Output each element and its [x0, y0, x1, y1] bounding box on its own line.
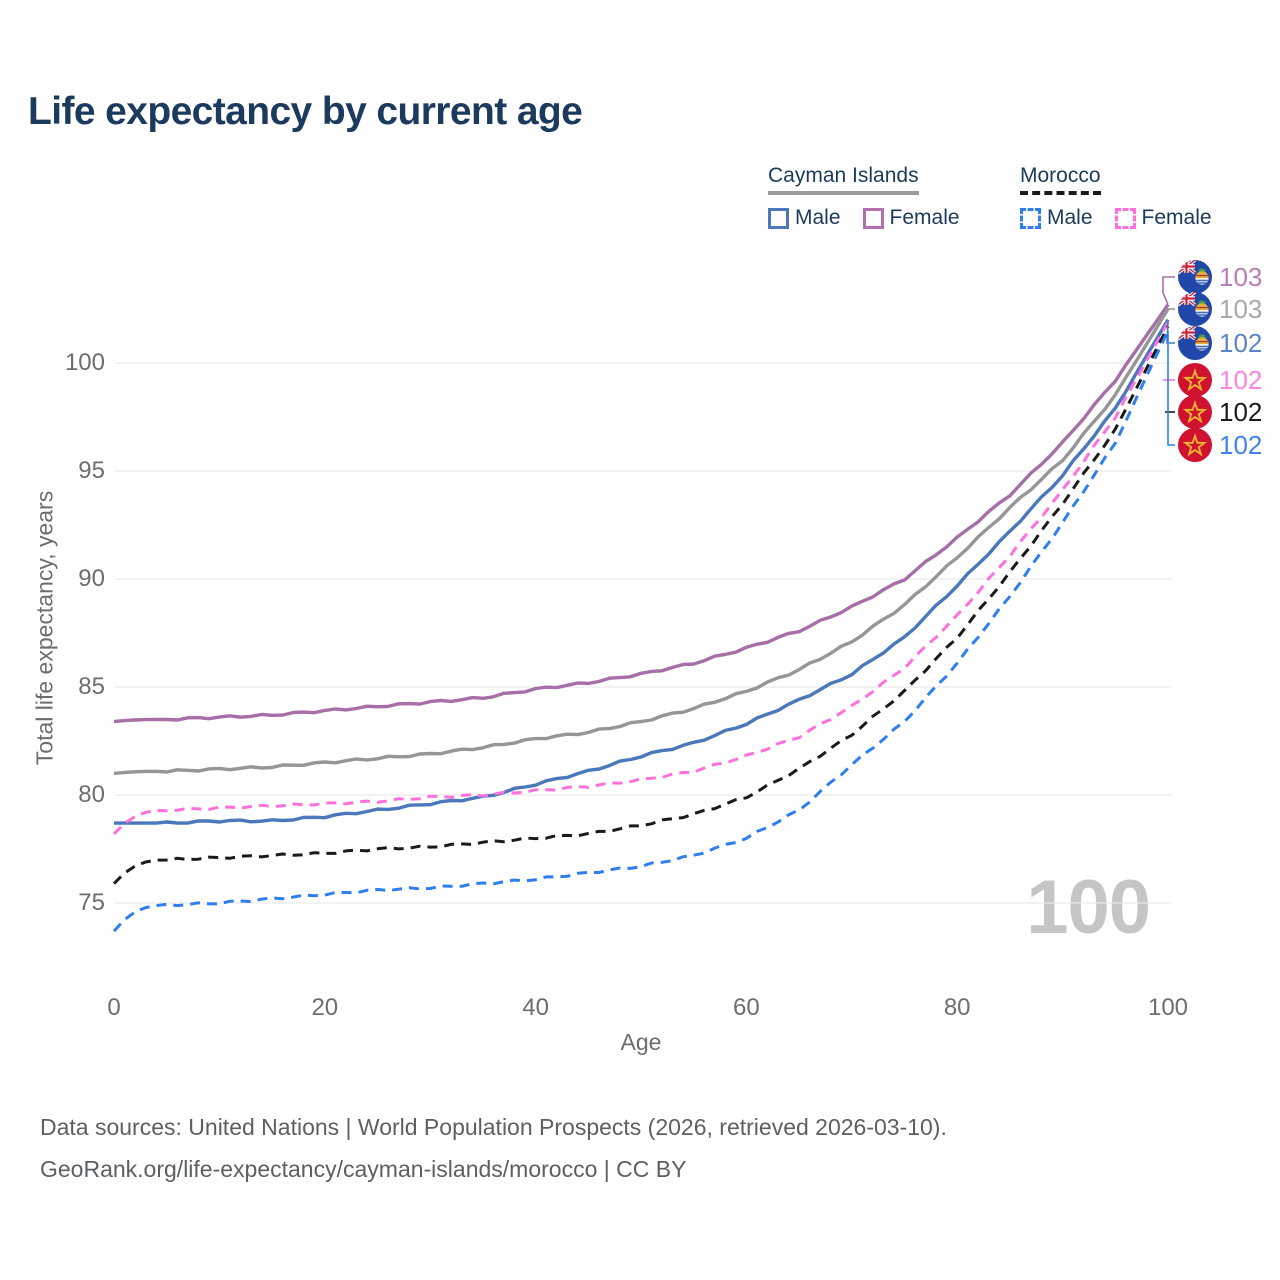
y-tick-90: 90 — [78, 565, 105, 592]
cayman-islands-flag — [1178, 326, 1212, 360]
y-axis-title: Total life expectancy, years — [31, 490, 58, 766]
morocco-flag — [1178, 395, 1212, 429]
morocco-flag — [1178, 363, 1212, 397]
x-tick-100: 100 — [1147, 994, 1189, 1021]
endpoint-value: 103 — [1219, 293, 1263, 324]
legend-item-label[interactable]: Female — [889, 206, 960, 229]
legend-group-morocco: Morocco Male Female — [1020, 164, 1234, 230]
legend-items-row: Male Female — [768, 206, 982, 230]
endpoint-label-morocco-female: 102 — [1178, 363, 1262, 397]
leader-line — [1166, 319, 1175, 344]
legend-swatch-male[interactable] — [768, 207, 789, 229]
line-cayman-islands-male[interactable] — [114, 318, 1170, 825]
footer: Data sources: United Nations | World Pop… — [40, 1106, 947, 1190]
line-morocco-female[interactable] — [112, 321, 1170, 835]
legend-country-label[interactable]: Cayman Islands — [768, 164, 919, 195]
footer-attribution: GeoRank.org/life-expectancy/cayman-islan… — [40, 1156, 687, 1182]
endpoint-value: 103 — [1219, 261, 1263, 292]
line-morocco-male[interactable] — [112, 329, 1170, 933]
cayman-islands-flag — [1178, 260, 1212, 294]
cayman-islands-flag — [1178, 292, 1212, 326]
legend-swatch-female[interactable] — [862, 207, 884, 229]
legend-swatch-male[interactable] — [1020, 207, 1041, 229]
age-watermark: 100 — [1026, 865, 1151, 950]
x-tick-60: 60 — [733, 994, 760, 1021]
endpoint-label-morocco-male: 102 — [1178, 428, 1262, 462]
legend-item-label[interactable]: Female — [1141, 206, 1212, 229]
morocco-flag-icon — [1178, 363, 1212, 397]
cayman-islands-flag-icon — [1178, 292, 1212, 326]
page-title: Life expectancy by current age — [28, 90, 583, 133]
y-tick-75: 75 — [78, 889, 105, 916]
endpoint-value: 102 — [1219, 364, 1263, 395]
x-tick-0: 0 — [107, 994, 121, 1021]
footer-sources: Data sources: United Nations | World Pop… — [40, 1114, 947, 1140]
x-tick-80: 80 — [943, 994, 971, 1021]
y-tick-85: 85 — [78, 673, 105, 700]
x-tick-20: 20 — [311, 994, 339, 1021]
leader-line — [1162, 276, 1175, 305]
legend-items-row: Male Female — [1020, 206, 1234, 230]
x-axis-title: Age — [620, 1029, 662, 1055]
cayman-islands-flag-icon — [1178, 260, 1212, 294]
y-tick-80: 80 — [78, 781, 105, 808]
line-morocco-both-sexes[interactable] — [112, 325, 1170, 885]
line-cayman-islands-both-sexes[interactable] — [113, 308, 1170, 776]
endpoint-value: 102 — [1219, 396, 1263, 427]
legend-item-label[interactable]: Male — [795, 206, 841, 229]
leader-line — [1167, 330, 1175, 446]
morocco-flag — [1178, 428, 1212, 462]
legend-country-label[interactable]: Morocco — [1020, 164, 1101, 195]
endpoint-label-cayman-islands-female: 103 — [1178, 260, 1262, 294]
endpoint-label-cayman-islands-male: 102 — [1178, 326, 1262, 360]
endpoint-label-morocco-both-sexes: 102 — [1178, 395, 1262, 429]
endpoint-value: 102 — [1219, 327, 1263, 358]
x-tick-40: 40 — [522, 994, 549, 1021]
y-tick-100: 100 — [64, 349, 105, 376]
morocco-flag-icon — [1178, 395, 1212, 429]
endpoint-label-cayman-islands-both-sexes: 103 — [1178, 292, 1262, 326]
y-tick-95: 95 — [78, 457, 105, 484]
legend-item-label[interactable]: Male — [1047, 206, 1093, 229]
legend-swatch-female[interactable] — [1114, 207, 1136, 229]
morocco-flag-icon — [1178, 428, 1212, 462]
endpoint-value: 102 — [1219, 429, 1263, 460]
line-cayman-islands-female[interactable] — [113, 303, 1170, 724]
cayman-islands-flag-icon — [1178, 326, 1212, 360]
legend-group-cayman-islands: Cayman Islands Male Female — [768, 164, 982, 230]
